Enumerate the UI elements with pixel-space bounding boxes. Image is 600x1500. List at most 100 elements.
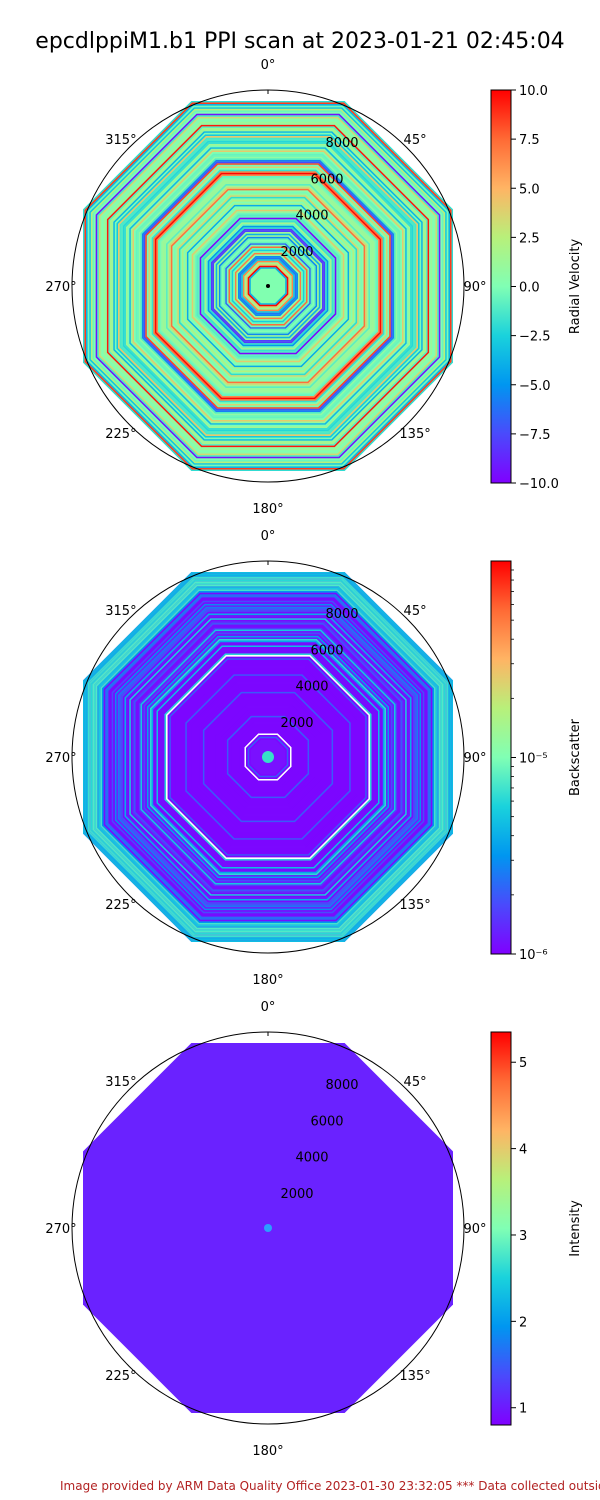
range-gate-ring <box>158 646 379 868</box>
center-spot <box>264 1224 272 1232</box>
range-gate-ring <box>244 733 292 781</box>
range-gate-ring <box>169 658 367 856</box>
range-gate-ring <box>92 110 444 462</box>
range-gate-ring <box>134 152 403 421</box>
range-gate-ring <box>226 244 310 328</box>
range-gate-ring <box>212 230 324 342</box>
ppi-field <box>83 1043 453 1413</box>
range-gate-ring <box>178 196 358 376</box>
range-tick-label: 4000 <box>295 1151 328 1166</box>
range-gate-ring <box>110 598 427 916</box>
range-gate-ring <box>182 670 355 844</box>
range-gate-ring <box>111 129 425 443</box>
colorbar-tick-label: −7.5 <box>519 428 551 443</box>
range-tick-label: 4000 <box>295 209 328 224</box>
range-gate-ring <box>194 212 342 360</box>
range-gate-ring <box>135 153 401 419</box>
range-gate-ring <box>103 121 433 451</box>
range-gate-ring <box>170 659 366 855</box>
range-gate-ring <box>108 126 428 446</box>
range-gate-ring <box>83 101 453 471</box>
range-gate-ring <box>177 195 359 377</box>
range-gate-ring <box>145 634 391 880</box>
range-gate-ring <box>83 572 453 942</box>
range-gate-ring <box>228 717 308 797</box>
range-gate-ring <box>97 586 439 928</box>
colorbar: 5 4 3 2 1 Intensity <box>490 1031 583 1426</box>
range-tick-label: 8000 <box>325 1078 358 1093</box>
range-gate-ring <box>241 730 295 784</box>
range-gate-ring <box>188 206 348 366</box>
range-gate-ring <box>238 726 299 788</box>
colorbar-tick-label: 7.5 <box>519 133 540 148</box>
range-gate-ring <box>154 643 382 871</box>
range-gate-ring <box>156 645 380 869</box>
range-gate-ring <box>218 707 318 807</box>
range-gate-ring <box>191 680 345 834</box>
range-gate-ring <box>175 664 361 850</box>
range-gate-ring <box>196 685 340 829</box>
range-gate-ring <box>228 246 308 326</box>
range-gate-ring <box>220 238 316 334</box>
range-gate-ring <box>156 174 380 398</box>
colorbar-tick-label: 2.5 <box>519 231 540 246</box>
range-gate-ring <box>137 626 399 888</box>
range-gate-ring <box>204 222 332 350</box>
range-gate-ring <box>126 614 411 900</box>
range-gate-ring <box>215 233 321 339</box>
range-gate-ring <box>247 736 289 778</box>
range-gate-ring <box>209 227 327 345</box>
range-tick-label: 4000 <box>295 680 328 695</box>
range-gate-ring <box>239 728 297 786</box>
range-gate-ring <box>111 600 425 914</box>
range-gate-ring <box>92 581 444 933</box>
colorbar-tick-label: 1 <box>519 1402 527 1417</box>
range-gate-ring <box>174 662 363 852</box>
range-gate-ring <box>116 134 420 438</box>
footer-note: Image provided by ARM Data Quality Offic… <box>60 1479 600 1493</box>
range-gate-ring <box>206 224 331 349</box>
range-gate-ring <box>143 161 393 411</box>
range-gate-ring <box>202 691 334 823</box>
range-gate-ring <box>122 611 414 903</box>
figure-title: epcdlppiM1.b1 PPI scan at 2023-01-21 02:… <box>35 29 564 54</box>
range-gate-ring <box>231 249 305 323</box>
colorbar-label: Backscatter <box>568 718 583 796</box>
range-gate-ring <box>94 112 443 461</box>
colorbar-gradient <box>490 1031 512 1426</box>
colorbar: 10⁻⁵ 10⁻⁶ Backscatter <box>490 560 583 963</box>
range-gate-ring <box>185 203 351 369</box>
range-gate-ring <box>161 650 375 864</box>
range-gate-ring <box>174 192 363 381</box>
range-gate-ring <box>102 590 435 924</box>
range-gate-ring <box>135 624 401 890</box>
range-gate-ring <box>218 236 318 336</box>
range-gate-ring <box>140 158 396 414</box>
range-gate-ring <box>193 211 343 361</box>
range-gate-ring <box>236 254 300 318</box>
colorbar-tick-label: 5 <box>519 1056 527 1071</box>
range-gate-ring <box>154 172 382 400</box>
range-gate-ring <box>234 252 302 320</box>
range-gate-ring <box>106 124 430 448</box>
range-gate-ring <box>178 667 358 847</box>
range-gate-ring <box>150 168 387 405</box>
range-gate-ring <box>170 188 366 384</box>
range-tick-label: 2000 <box>280 245 313 260</box>
range-gate-ring <box>226 715 310 799</box>
range-gate-ring <box>225 243 311 329</box>
range-gate-ring <box>177 666 359 848</box>
range-tick-label: 2000 <box>280 716 313 731</box>
range-gate-ring <box>241 259 295 313</box>
range-gate-ring <box>233 722 303 792</box>
range-gate-ring <box>113 131 423 441</box>
range-gate-ring <box>220 709 316 805</box>
range-gate-ring <box>84 573 452 941</box>
angle-tick-label: 315° <box>105 604 136 619</box>
range-gate-ring <box>167 185 369 387</box>
range-gate-ring <box>118 136 419 437</box>
range-gate-ring <box>180 669 356 845</box>
range-gate-ring <box>214 232 323 341</box>
range-gate-ring <box>100 118 436 454</box>
range-gate-ring <box>87 105 449 467</box>
